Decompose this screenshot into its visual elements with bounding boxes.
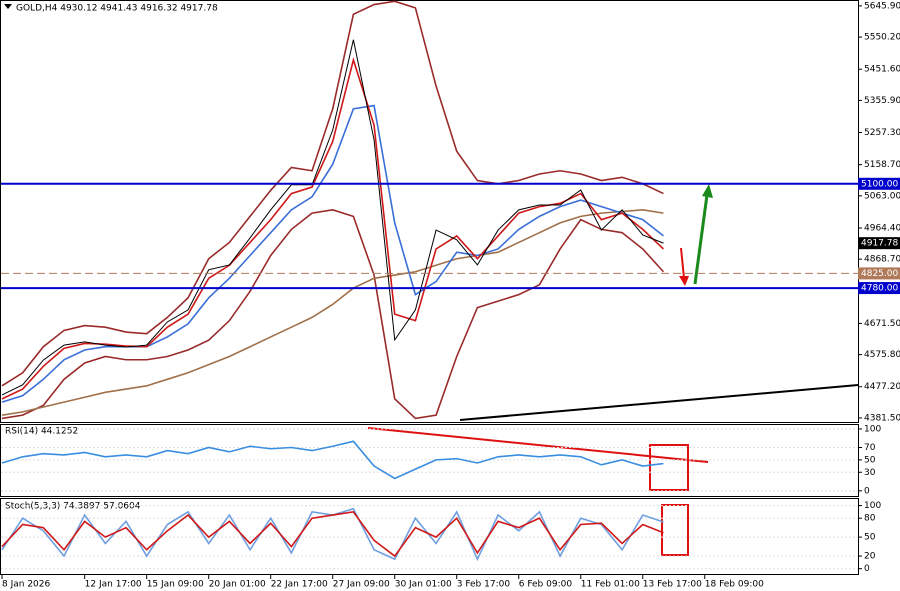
x-tick-label: 22 Jan 17:00 <box>271 580 328 590</box>
y-tick-label: 5257.30 <box>864 128 900 138</box>
y-tick-label: 0 <box>864 486 870 496</box>
y-tick-label: 5645.90 <box>864 1 900 11</box>
rsi-frame <box>0 424 859 497</box>
y-tick-label: 80 <box>864 514 876 524</box>
stoch-title: Stoch(5,3,3) 74.3897 57.0604 <box>5 502 141 512</box>
price-label: 5100.00 <box>861 179 898 189</box>
y-tick-label: 20 <box>864 552 876 562</box>
series-line <box>1 440 664 480</box>
stoch-frame <box>0 498 859 575</box>
series-line <box>1 104 664 403</box>
y-tick-label: 4575.80 <box>864 350 900 360</box>
title-marker <box>4 4 12 9</box>
trend-line <box>459 384 859 421</box>
x-tick-label: 6 Feb 09:00 <box>519 580 573 590</box>
x-tick-label: 20 Jan 01:00 <box>209 580 266 590</box>
price-label-box <box>858 237 900 250</box>
main-title: GOLD,H4 4930.12 4941.43 4916.32 4917.78 <box>16 4 218 14</box>
price-label: 4825.00 <box>861 269 898 279</box>
series-line <box>1 0 664 387</box>
x-tick-label: 3 Feb 17:00 <box>457 580 511 590</box>
x-tick-label: 12 Jan 17:00 <box>85 580 142 590</box>
y-tick-label: 5451.60 <box>864 65 900 75</box>
y-tick-label: 50 <box>864 455 876 465</box>
up-arrow-head <box>702 184 713 198</box>
y-tick-label: 4477.20 <box>864 382 900 392</box>
rsi-highlight <box>649 444 689 491</box>
price-label: 4780.00 <box>861 284 898 294</box>
price-label-box <box>858 177 900 190</box>
x-tick-label: 30 Jan 01:00 <box>395 580 452 590</box>
stoch-highlight <box>661 504 689 556</box>
series-line <box>1 209 665 420</box>
series-line <box>1 39 664 396</box>
y-tick-label: 70 <box>864 443 876 453</box>
y-tick-label: 5063.00 <box>864 191 900 201</box>
y-tick-label: 4381.50 <box>864 413 900 423</box>
x-tick-label: 13 Feb 17:00 <box>643 580 702 590</box>
y-tick-label: 5158.70 <box>864 160 900 170</box>
y-tick-label: 0 <box>864 564 870 574</box>
series-line <box>1 511 664 558</box>
x-tick-label: 11 Feb 01:00 <box>581 580 640 590</box>
main-frame <box>0 0 859 423</box>
y-tick-label: 4868.70 <box>864 255 900 265</box>
down-arrow-head <box>679 276 689 286</box>
series-line <box>1 57 664 400</box>
y-tick-label: 4671.50 <box>864 319 900 329</box>
y-tick-label: 5355.90 <box>864 96 900 106</box>
x-tick-label: 18 Feb 09:00 <box>705 580 764 590</box>
price-label: 4917.78 <box>861 239 898 249</box>
y-tick-label: 4964.40 <box>864 223 900 233</box>
x-tick-label: 8 Jan 2026 <box>2 580 50 590</box>
x-tick-label: 27 Jan 09:00 <box>333 580 390 590</box>
y-tick-label: 100 <box>864 501 881 511</box>
rsi-title: RSI(14) 44.1252 <box>5 427 78 437</box>
y-tick-label: 100 <box>864 424 881 434</box>
price-label-box <box>858 267 900 280</box>
series-line <box>1 209 664 416</box>
rsi-trend-line <box>367 427 709 463</box>
y-tick-label: 30 <box>864 468 876 478</box>
y-tick-label: 5550.20 <box>864 33 900 43</box>
x-tick-label: 15 Jan 09:00 <box>147 580 204 590</box>
price-label-box <box>858 282 900 295</box>
up-arrow <box>693 194 709 285</box>
y-tick-label: 50 <box>864 533 876 543</box>
down-arrow <box>680 247 685 279</box>
